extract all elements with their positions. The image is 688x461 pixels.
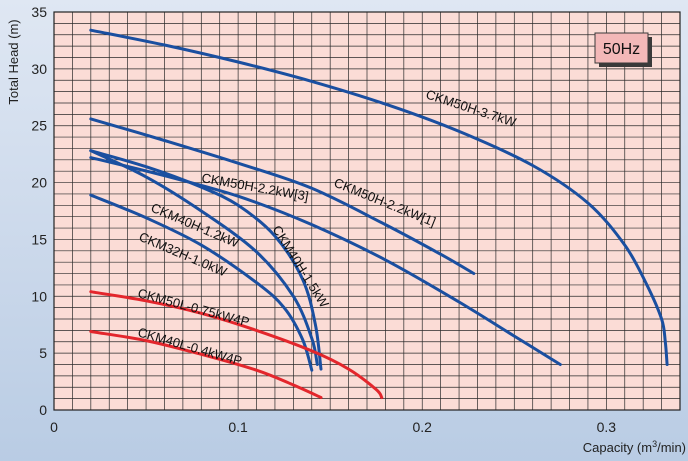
frequency-badge: 50Hz [594,32,652,67]
series-line-4 [89,149,323,371]
x-axis-title-sup: 3 [652,439,657,449]
y-tick-label: 30 [31,61,47,77]
series-lines [89,28,669,399]
y-tick-label: 25 [31,118,47,134]
frequency-badge-text: 50Hz [603,41,640,58]
series-line-2 [89,117,476,275]
series-line-6 [89,290,384,399]
grid [53,11,681,411]
y-tick-label: 15 [31,231,47,247]
y-tick-label: 35 [31,4,47,20]
y-tick-label: 20 [31,175,47,191]
x-tick-label: 0.2 [413,419,433,435]
x-tick-label: 0 [50,419,58,435]
x-tick-label: 0.1 [228,419,248,435]
series-line-0 [89,28,669,366]
x-axis-title: Capacity (m3/min) [583,439,686,455]
x-tick-label: 0.3 [597,419,617,435]
series-line-7 [89,330,323,399]
series-line-3 [89,149,319,366]
y-tick-label: 5 [39,345,47,361]
series-line-5 [89,193,314,372]
y-tick-label: 0 [39,402,47,418]
x-axis-title-main: Capacity (m [583,440,652,455]
x-axis-title-tail: /min) [657,440,686,455]
x-axis-ticks: 0 0.1 0.2 0.3 [50,419,616,435]
plot-frame [53,11,681,411]
y-axis-ticks: 0 5 10 15 20 25 30 35 [31,4,47,418]
y-tick-label: 10 [31,288,47,304]
series-line-1 [89,156,562,366]
y-axis-title: Total Head (m) [6,19,21,104]
